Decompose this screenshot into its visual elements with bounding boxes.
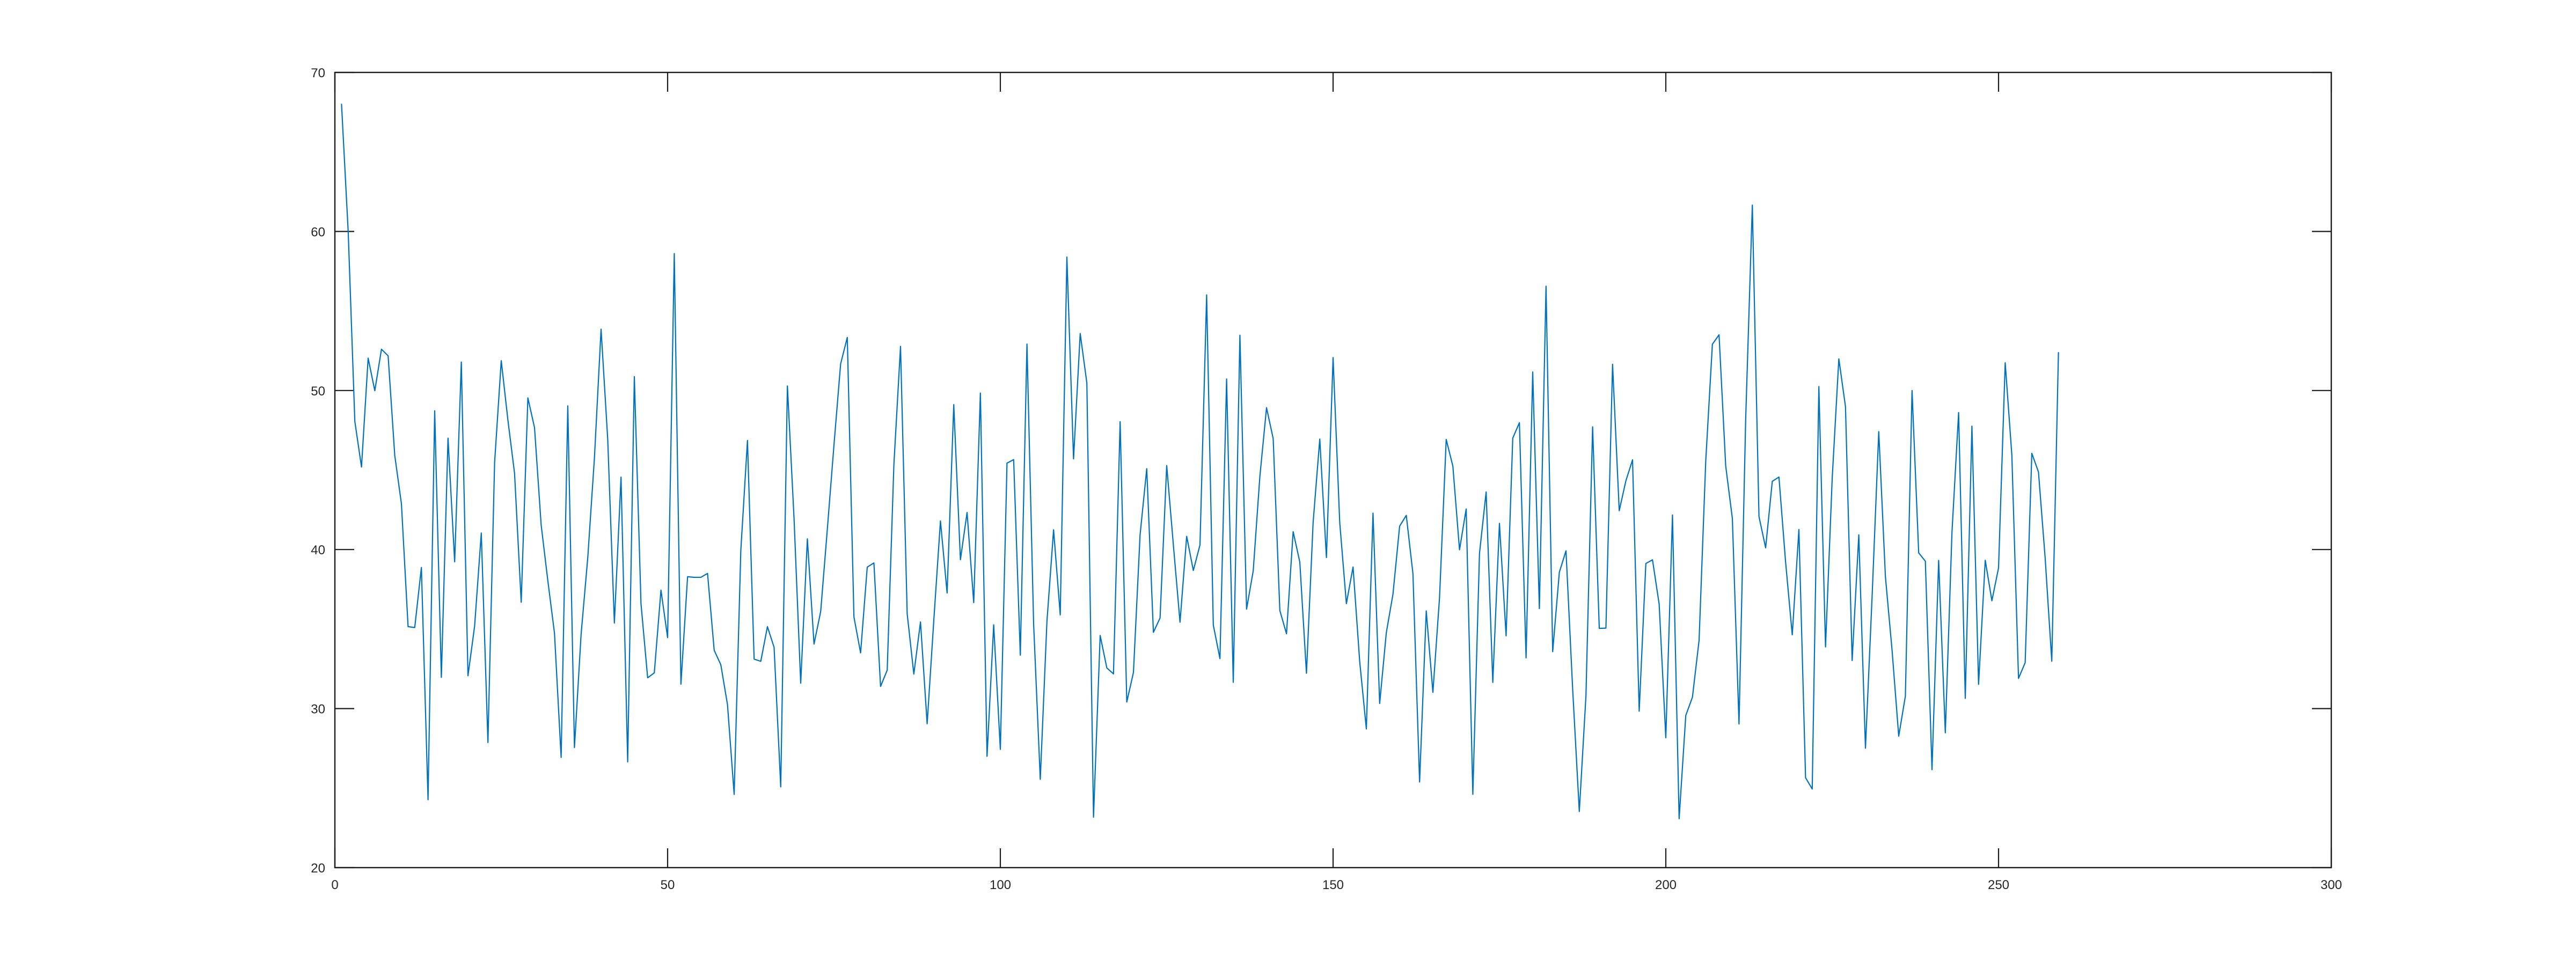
svg-text:250: 250: [1988, 878, 2009, 892]
svg-text:300: 300: [2321, 878, 2342, 892]
svg-text:50: 50: [661, 878, 675, 892]
svg-text:0: 0: [331, 878, 338, 892]
svg-text:60: 60: [311, 225, 325, 239]
svg-text:40: 40: [311, 543, 325, 557]
svg-text:100: 100: [990, 878, 1011, 892]
svg-text:20: 20: [311, 861, 325, 876]
svg-text:30: 30: [311, 702, 325, 717]
svg-text:200: 200: [1655, 878, 1677, 892]
svg-text:70: 70: [311, 66, 325, 80]
svg-text:150: 150: [1322, 878, 1344, 892]
svg-text:50: 50: [311, 384, 325, 399]
